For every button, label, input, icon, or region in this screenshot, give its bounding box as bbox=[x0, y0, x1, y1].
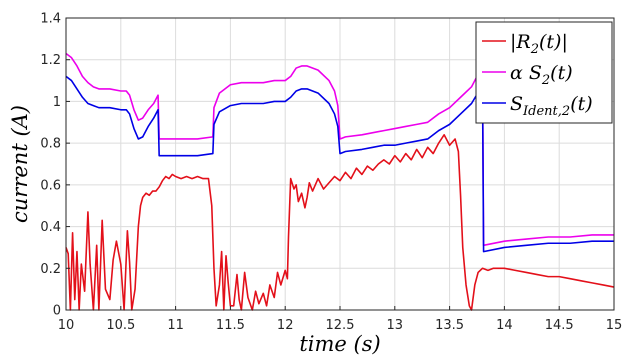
series-line-2 bbox=[65, 75, 614, 253]
legend-label-main: |R bbox=[510, 31, 531, 53]
x-tick-label: 15 bbox=[606, 318, 622, 333]
legend-label-tail: (t) bbox=[570, 93, 592, 115]
legend-label-tail: (t) bbox=[550, 62, 572, 84]
x-tick-label: 10 bbox=[58, 318, 75, 333]
legend-entry: |R2(t)| bbox=[510, 31, 568, 57]
x-tick-label: 11 bbox=[167, 318, 184, 333]
legend-label-main: S bbox=[510, 93, 523, 115]
legend-label-main: α S bbox=[510, 62, 542, 84]
legend: |R2(t)|α S2(t)SIdent,2(t) bbox=[475, 21, 613, 124]
x-axis-label: time (s) bbox=[299, 332, 380, 356]
x-tick-label: 14.5 bbox=[545, 318, 574, 333]
y-tick-label: 0 bbox=[53, 304, 61, 319]
series-layer bbox=[65, 52, 615, 311]
legend-label-tail: (t)| bbox=[539, 31, 568, 53]
y-tick-label: 1.4 bbox=[40, 12, 61, 27]
x-tick-label: 11.5 bbox=[216, 318, 245, 333]
legend-entry: α S2(t) bbox=[510, 62, 573, 88]
legend-label-subscript: 2 bbox=[541, 73, 550, 88]
legend-label-subscript: Ident,2 bbox=[522, 104, 570, 119]
y-tick-label: 0.6 bbox=[40, 178, 61, 193]
y-tick-label: 1.2 bbox=[40, 53, 61, 68]
legend-label-subscript: 2 bbox=[530, 42, 539, 57]
x-tick-label: 14 bbox=[496, 318, 513, 333]
y-tick-label: 0.2 bbox=[40, 262, 61, 277]
x-tick-label: 13 bbox=[387, 318, 404, 333]
y-tick-label: 0.4 bbox=[40, 220, 61, 235]
series-line-1 bbox=[65, 52, 614, 247]
y-tick-label: 0.8 bbox=[40, 137, 61, 152]
y-tick-label: 1 bbox=[53, 95, 61, 110]
x-tick-label: 12.5 bbox=[326, 318, 355, 333]
legend-entry: SIdent,2(t) bbox=[510, 93, 593, 119]
series-line-0 bbox=[65, 134, 615, 311]
x-tick-label: 13.5 bbox=[435, 318, 464, 333]
x-tick-label: 10.5 bbox=[106, 318, 135, 333]
ticks: 10 10.5 11 11.5 12 12.5 13 13.5 14 14.5 1500.20.40… bbox=[40, 12, 622, 334]
x-tick-label: 12 bbox=[277, 318, 294, 333]
y-axis-label: current (A) bbox=[8, 105, 32, 223]
